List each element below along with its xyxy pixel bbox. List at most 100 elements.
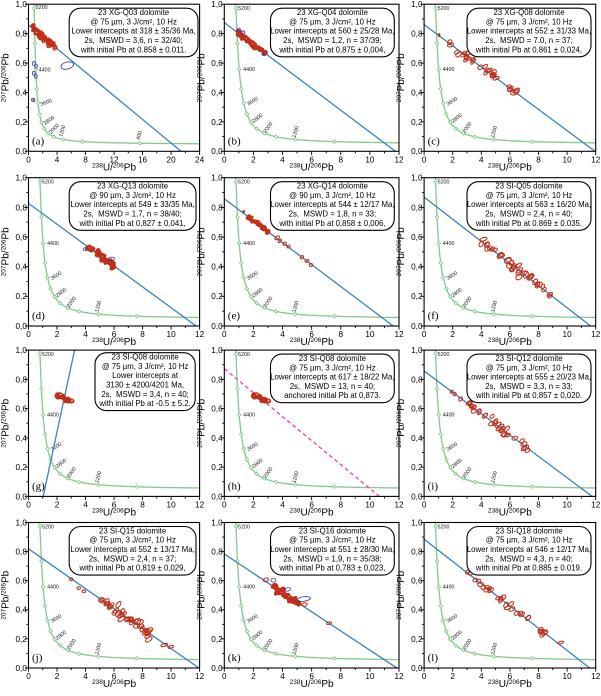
svg-text:23 XG-Q04 dolomite: 23 XG-Q04 dolomite [297,8,368,17]
svg-text:207Pb/206Pb: 207Pb/206Pb [1,398,12,447]
svg-text:0,2: 0,2 [411,292,423,301]
svg-text:2000: 2000 [462,638,474,651]
svg-text:with initial Pb at 0,827 ± 0,0: with initial Pb at 0,827 ± 0,041, [79,219,186,228]
svg-text:Lower intercepts at 552 ± 13/1: Lower intercepts at 552 ± 13/17 Ma, [70,545,194,554]
svg-text:1200: 1200 [94,471,103,484]
svg-text:10: 10 [167,500,177,509]
svg-text:0,2: 0,2 [16,635,28,644]
svg-text:4: 4 [83,330,88,339]
svg-text:12: 12 [195,672,205,681]
svg-text:23 XG-Q03 dolomite: 23 XG-Q03 dolomite [98,8,169,17]
svg-text:0,6: 0,6 [211,577,223,586]
svg-text:23 SI-Q12 dolomite: 23 SI-Q12 dolomite [495,354,562,363]
svg-text:2000: 2000 [462,121,474,134]
svg-text:24: 24 [195,155,205,164]
svg-text:Lower intercepts at 560 ± 25/2: Lower intercepts at 560 ± 25/28 Ma, [270,27,394,36]
svg-text:with initial Pb at 0,783 ± 0,0: with initial Pb at 0,783 ± 0,023, [278,564,385,573]
svg-text:2: 2 [450,155,455,164]
svg-text:4: 4 [280,330,285,339]
svg-text:6: 6 [508,155,513,164]
svg-text:3600: 3600 [40,98,53,108]
svg-text:0,4: 0,4 [211,263,223,272]
svg-text:0,4: 0,4 [211,434,223,443]
svg-text:0,6: 0,6 [16,405,28,414]
svg-text:10: 10 [563,672,573,681]
svg-text:2: 2 [251,500,256,509]
svg-text:0,4: 0,4 [411,263,423,272]
svg-text:1200: 1200 [490,471,499,484]
svg-text:with initial Pb at 0,858 ± 0,0: with initial Pb at 0,858 ± 0,006, [278,219,385,228]
svg-text:2: 2 [251,330,256,339]
svg-text:16: 16 [138,155,148,164]
svg-text:1200: 1200 [292,126,301,139]
svg-text:0,6: 0,6 [411,405,423,414]
svg-text:8: 8 [338,155,343,164]
svg-text:0,0: 0,0 [411,664,423,673]
svg-text:Lower intercepts at 552 ± 31/3: Lower intercepts at 552 ± 31/33 Ma, [467,27,591,36]
svg-text:12: 12 [394,500,404,509]
svg-text:23 SI-Q05 dolomite: 23 SI-Q05 dolomite [495,182,562,191]
svg-text:0,8: 0,8 [411,30,423,39]
svg-text:0,8: 0,8 [211,203,223,212]
svg-text:238U/206Pb: 238U/206Pb [92,507,136,518]
svg-text:0: 0 [26,330,31,339]
svg-text:1,0: 1,0 [16,0,28,9]
svg-text:10: 10 [563,500,573,509]
svg-text:23 SI-Q16 dolomite: 23 SI-Q16 dolomite [299,526,366,535]
svg-text:0,0: 0,0 [411,322,423,331]
svg-text:5200: 5200 [42,352,54,358]
svg-text:0,0: 0,0 [16,322,28,331]
svg-text:2800: 2800 [43,115,56,127]
svg-text:3600: 3600 [246,613,259,624]
svg-text:0,6: 0,6 [211,405,223,414]
svg-text:2000: 2000 [263,466,275,479]
svg-text:with initial Pb at 0.885 ± 0.0: with initial Pb at 0.885 ± 0.019. [475,564,582,573]
svg-text:10: 10 [365,500,375,509]
svg-text:3600: 3600 [446,441,459,452]
svg-text:8: 8 [536,155,541,164]
svg-text:1200: 1200 [292,471,301,484]
svg-text:1200: 1200 [292,642,301,655]
svg-text:2s, MSWD = 2,4, n = 40;: 2s, MSWD = 2,4, n = 40; [485,210,573,219]
svg-text:0,8: 0,8 [211,30,223,39]
svg-text:2s, MSWD = 4,3, n = 40;: 2s, MSWD = 4,3, n = 40; [485,554,573,563]
svg-text:4400: 4400 [243,584,255,590]
svg-text:1,0: 1,0 [411,174,423,183]
svg-text:238U/206Pb: 238U/206Pb [488,337,532,348]
svg-text:8: 8 [536,330,541,339]
svg-text:0,6: 0,6 [16,59,28,68]
svg-text:2s, MSWD = 1,9, n = 35/38;: 2s, MSWD = 1,9, n = 35/38; [283,554,381,563]
svg-text:23 SI-Q15 dolomite: 23 SI-Q15 dolomite [99,526,166,535]
svg-text:Lower intercepts at 549 ± 33/3: Lower intercepts at 549 ± 33/35 Ma, [70,200,194,209]
svg-text:5200: 5200 [238,352,250,358]
svg-text:2000: 2000 [66,296,78,309]
svg-text:0,6: 0,6 [211,233,223,242]
svg-text:8: 8 [338,330,343,339]
svg-text:238U/206Pb: 238U/206Pb [92,337,136,348]
svg-text:2: 2 [251,155,256,164]
svg-text:1,0: 1,0 [411,518,423,527]
svg-text:207Pb/206Pb: 207Pb/206Pb [1,570,12,619]
svg-text:0: 0 [422,155,427,164]
svg-text:with initial Pb at 0,875 ± 0,0: with initial Pb at 0,875 ± 0,004, [278,45,385,54]
svg-text:3600: 3600 [50,613,63,624]
svg-text:207Pb/206Pb: 207Pb/206Pb [396,570,407,619]
svg-text:23 XG-Q08 dolomite: 23 XG-Q08 dolomite [493,8,564,17]
svg-text:0,4: 0,4 [16,606,28,615]
svg-text:2s, MSWD = 3,4, n = 40;: 2s, MSWD = 3,4, n = 40; [101,390,189,399]
svg-text:Lower intercepts at 544 ± 12/1: Lower intercepts at 544 ± 12/17 Ma, [270,200,394,209]
svg-text:0: 0 [26,500,31,509]
svg-text:5200: 5200 [238,6,250,12]
svg-text:2s, MSWD = 3,3, n = 33;: 2s, MSWD = 3,3, n = 33; [485,382,573,391]
svg-text:207Pb/206Pb: 207Pb/206Pb [196,53,207,102]
svg-text:400: 400 [136,131,144,141]
svg-text:0: 0 [222,672,227,681]
svg-text:0: 0 [222,330,227,339]
svg-text:207Pb/206Pb: 207Pb/206Pb [1,227,12,276]
svg-text:6: 6 [508,672,513,681]
svg-text:5200: 5200 [238,180,250,186]
svg-text:with initial Pb at 0.858 ± 0.0: with initial Pb at 0.858 ± 0.011. [80,45,187,54]
svg-text:1200: 1200 [490,642,499,655]
svg-text:0: 0 [222,500,227,509]
svg-text:0,4: 0,4 [411,88,423,97]
